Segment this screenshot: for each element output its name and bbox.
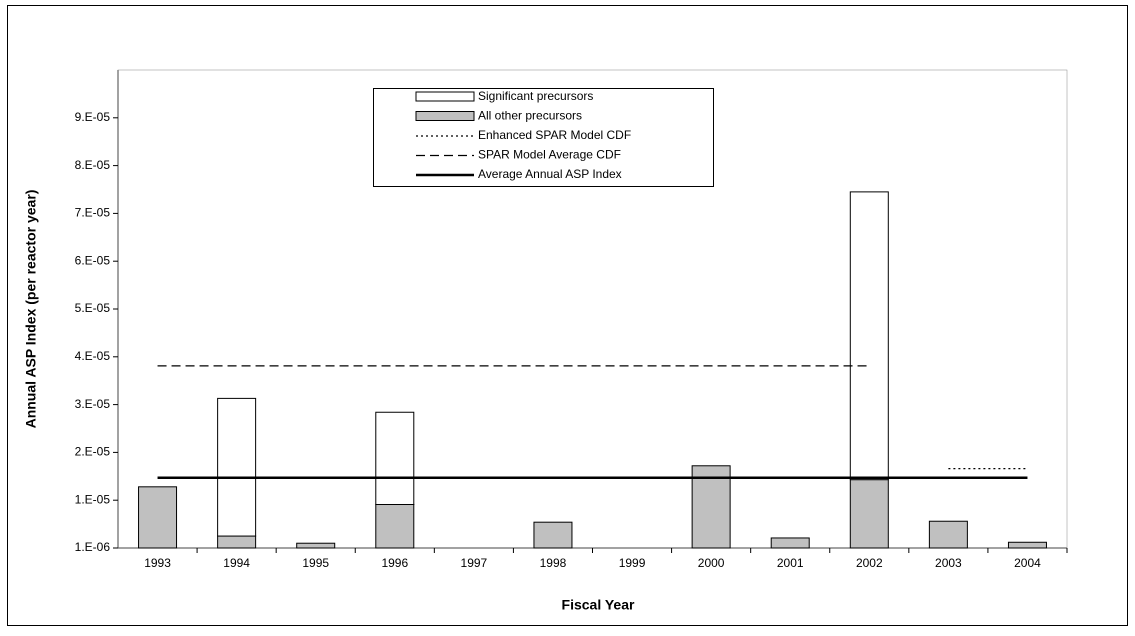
y-tick-label: 6.E-05 bbox=[75, 253, 111, 267]
bar bbox=[375, 504, 415, 549]
x-tick-label: 1995 bbox=[302, 556, 329, 570]
bar bbox=[296, 542, 336, 549]
y-tick-label: 4.E-05 bbox=[75, 349, 111, 363]
y-tick-label: 9.E-05 bbox=[75, 110, 111, 124]
legend-swatch bbox=[415, 111, 475, 121]
y-tick-label: 1.E-05 bbox=[75, 492, 111, 506]
x-tick-label: 2002 bbox=[856, 556, 883, 570]
x-tick-label: 1994 bbox=[223, 556, 250, 570]
y-axis-title: Annual ASP Index (per reactor year) bbox=[23, 190, 39, 429]
bar bbox=[217, 535, 257, 549]
bar bbox=[138, 486, 178, 549]
x-tick-label: 1998 bbox=[540, 556, 567, 570]
x-tick-label: 2003 bbox=[935, 556, 962, 570]
x-tick-label: 1999 bbox=[619, 556, 646, 570]
y-tick-label: 8.E-05 bbox=[75, 158, 111, 172]
legend-label: All other precursors bbox=[478, 109, 582, 123]
x-tick-label: 1997 bbox=[461, 556, 488, 570]
x-tick-label: 2000 bbox=[698, 556, 725, 570]
x-tick-label: 1993 bbox=[144, 556, 171, 570]
x-tick-label: 2004 bbox=[1014, 556, 1041, 570]
legend-box bbox=[373, 88, 714, 187]
legend-label: Average Annual ASP Index bbox=[478, 167, 622, 181]
legend-swatch bbox=[415, 91, 475, 102]
y-tick-label: 3.E-05 bbox=[75, 397, 111, 411]
legend-label: Significant precursors bbox=[478, 89, 593, 103]
bar bbox=[533, 521, 573, 549]
bar bbox=[849, 191, 889, 481]
x-tick-label: 1996 bbox=[381, 556, 408, 570]
x-axis-title: Fiscal Year bbox=[562, 597, 635, 613]
bar bbox=[691, 465, 731, 549]
y-tick-label: 5.E-05 bbox=[75, 301, 111, 315]
bar bbox=[928, 520, 968, 549]
y-tick-label: 1.E-06 bbox=[75, 540, 111, 554]
x-tick-label: 2001 bbox=[777, 556, 804, 570]
bar bbox=[375, 411, 415, 506]
y-tick-label: 7.E-05 bbox=[75, 206, 111, 220]
bar bbox=[770, 537, 810, 549]
bar bbox=[849, 479, 889, 549]
y-tick-label: 2.E-05 bbox=[75, 445, 111, 459]
bar bbox=[1007, 541, 1047, 549]
legend-label: SPAR Model Average CDF bbox=[478, 148, 621, 162]
legend-label: Enhanced SPAR Model CDF bbox=[478, 128, 631, 142]
bar bbox=[217, 397, 257, 537]
